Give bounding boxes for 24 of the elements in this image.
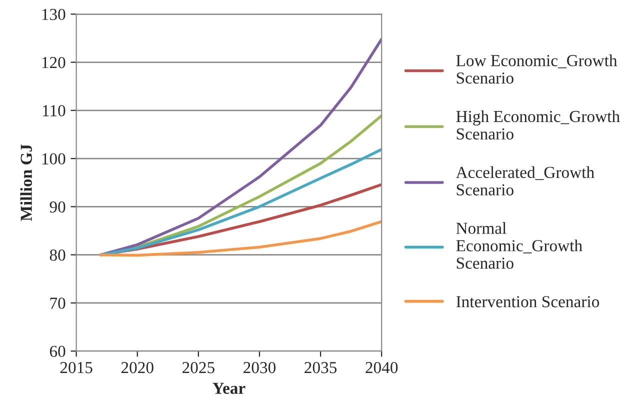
line-series (99, 220, 382, 257)
legend-label: High Economic_Growth Scenario (456, 110, 620, 140)
y-tick-label: 130 (42, 8, 66, 20)
x-tick-label: 2025 (182, 362, 214, 374)
x-tick-label: 2040 (366, 362, 398, 374)
x-axis-title: Year (212, 382, 246, 394)
y-tick-label: 70 (50, 298, 66, 309)
x-tick-label: 2015 (60, 362, 92, 374)
legend-label: Intervention Scenario (456, 296, 600, 308)
y-axis-title: Million GJ (20, 144, 32, 221)
y-tick-label: 80 (50, 250, 66, 261)
y-tick-label: 110 (42, 105, 66, 116)
y-tick-label: 60 (50, 346, 66, 358)
x-tick-label: 2035 (304, 362, 337, 374)
y-tick-label: 90 (50, 201, 66, 213)
legend-label: Accelerated_Growth Scenario (456, 166, 594, 196)
legend-label: Low Economic_Growth Scenario (456, 54, 618, 84)
legend-label: Normal Economic_Growth Scenario (456, 222, 582, 269)
y-tick-label: 120 (42, 56, 66, 68)
x-tick-label: 2020 (121, 362, 154, 374)
line-series (99, 38, 382, 256)
x-tick-label: 2030 (244, 362, 276, 374)
y-tick-label: 100 (42, 153, 66, 164)
line-series (99, 148, 382, 256)
